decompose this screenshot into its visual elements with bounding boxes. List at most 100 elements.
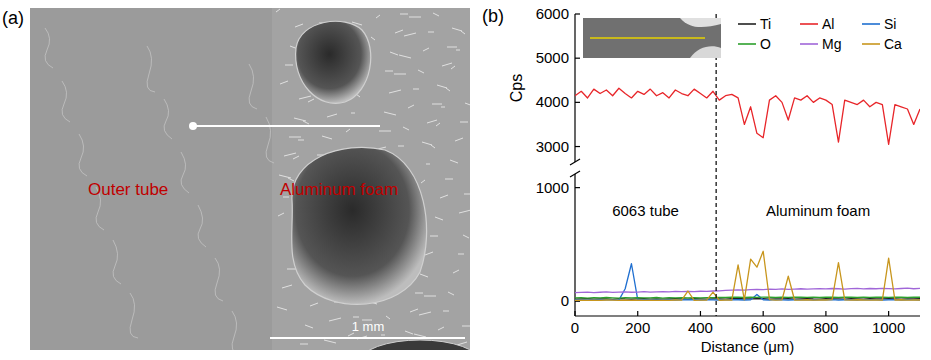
grain-boundary — [147, 46, 155, 92]
y-tick-label: 6000 — [536, 5, 569, 22]
precipitate — [405, 331, 413, 334]
region-label: Aluminum foam — [280, 180, 398, 199]
precipitate — [415, 293, 423, 294]
precipitate — [324, 340, 336, 343]
precipitate — [424, 296, 436, 297]
precipitate — [310, 303, 318, 306]
x-tick — [700, 311, 701, 316]
x-tick-label: 600 — [751, 319, 776, 336]
x-axis-title: Distance (μm) — [701, 338, 795, 355]
precipitate — [423, 48, 429, 51]
precipitate — [353, 317, 359, 318]
precipitate — [390, 52, 398, 55]
precipitate — [389, 90, 401, 93]
precipitate — [461, 31, 465, 34]
precipitate — [451, 66, 455, 69]
precipitate — [276, 9, 280, 12]
axis-break — [570, 171, 580, 177]
precipitate — [443, 311, 449, 312]
grain-boundary — [181, 152, 189, 193]
precipitate — [436, 123, 440, 126]
y-tick-label: 5000 — [536, 49, 569, 66]
precipitate — [460, 122, 468, 123]
x-tick — [637, 311, 638, 316]
precipitate — [277, 307, 287, 310]
precipitate — [329, 318, 341, 321]
y-tick-label: 4000 — [536, 93, 569, 110]
x-tick-label: 400 — [688, 319, 713, 336]
region-label: Outer tube — [88, 180, 168, 199]
boundary-line — [716, 14, 717, 316]
legend-label: Ca — [884, 36, 902, 52]
legend-label: O — [760, 36, 771, 52]
precipitate — [453, 270, 459, 273]
precipitate — [376, 15, 380, 18]
grain-boundary — [215, 258, 223, 301]
foam-region — [272, 8, 470, 350]
legend-swatch — [738, 43, 756, 45]
precipitate — [394, 74, 406, 75]
grain-boundary — [198, 205, 206, 247]
precipitate — [295, 24, 303, 27]
precipitate — [399, 55, 411, 58]
precipitate — [455, 138, 463, 141]
grain-boundary — [249, 64, 257, 109]
y-tick — [575, 187, 580, 188]
precipitate — [409, 17, 421, 18]
x-axis — [575, 315, 920, 316]
legend-swatch — [800, 43, 818, 45]
precipitate — [463, 235, 469, 238]
precipitate — [456, 50, 460, 51]
precipitate — [464, 194, 470, 195]
x-tick-label: 200 — [625, 319, 650, 336]
precipitate — [465, 103, 470, 106]
precipitate — [431, 145, 435, 148]
precipitate — [400, 14, 408, 15]
precipitate — [442, 63, 452, 66]
precipitate — [462, 326, 470, 327]
x-tick — [888, 311, 889, 316]
grain-boundary — [164, 99, 172, 139]
y-tick — [575, 146, 580, 147]
legend-swatch — [738, 23, 756, 25]
precipitate — [327, 114, 337, 117]
region-annotation: Aluminum foam — [766, 202, 870, 219]
precipitate — [425, 252, 433, 255]
precipitate — [410, 309, 418, 312]
precipitate — [278, 213, 284, 216]
precipitate — [289, 137, 301, 138]
precipitate — [381, 335, 385, 336]
precipitate — [414, 334, 426, 337]
grain-boundary — [232, 311, 240, 350]
precipitate — [426, 164, 430, 165]
precipitate — [346, 129, 350, 132]
precipitate — [386, 316, 390, 319]
precipitate — [437, 85, 447, 88]
precipitate — [441, 107, 445, 108]
y-axis — [574, 174, 575, 316]
series-line — [575, 288, 920, 293]
legend-label: Mg — [822, 36, 841, 52]
inset-image — [583, 18, 721, 58]
inset-pore — [680, 18, 721, 27]
precipitate — [447, 47, 457, 48]
precipitate — [384, 112, 396, 115]
legend-swatch — [800, 23, 818, 25]
precipitate — [452, 28, 462, 31]
precipitate — [404, 33, 416, 36]
precipitate — [285, 65, 293, 66]
precipitate — [428, 32, 434, 33]
plot-area — [575, 88, 920, 144]
plot-area — [575, 251, 920, 300]
precipitate — [385, 71, 393, 72]
precipitate — [413, 89, 419, 90]
precipitate — [379, 131, 391, 132]
precipitate — [305, 325, 313, 328]
pore — [360, 340, 470, 350]
x-tick-label: 800 — [813, 319, 838, 336]
y-tick — [575, 102, 580, 103]
x-tick-label: 1000 — [872, 319, 905, 336]
precipitate — [398, 146, 404, 147]
x-tick-label: 0 — [571, 319, 579, 336]
precipitate — [279, 175, 291, 178]
